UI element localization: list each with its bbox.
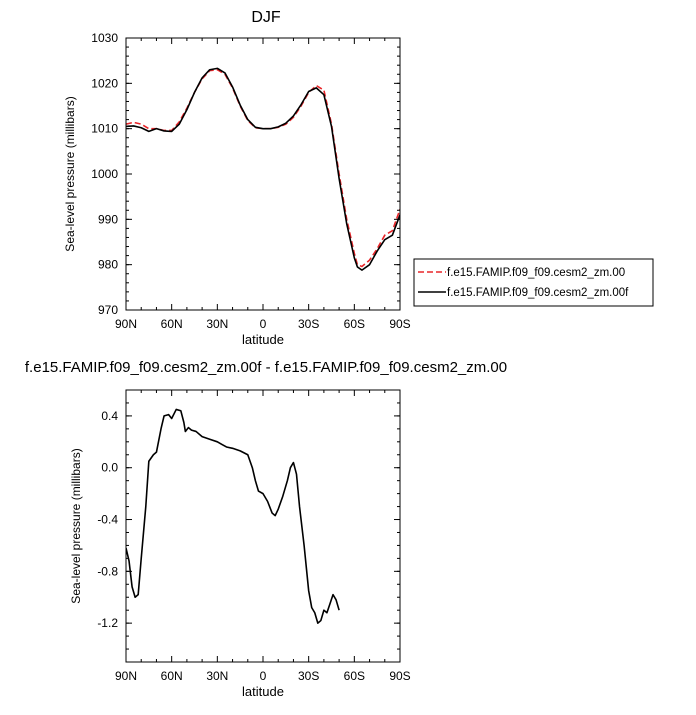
x-tick-label: 90N bbox=[115, 317, 137, 331]
series-line-1 bbox=[126, 408, 340, 624]
chart-panel-1 bbox=[125, 37, 654, 311]
legend-label: f.e15.FAMIP.f09_f09.cesm2_zm.00 bbox=[447, 267, 625, 279]
chart-title: f.e15.FAMIP.f09_f09.cesm2_zm.00f - f.e15… bbox=[25, 359, 507, 376]
x-tick-label: 60S bbox=[344, 669, 365, 683]
y-tick-label: 970 bbox=[98, 303, 118, 317]
y-tick-label: 0.0 bbox=[101, 461, 118, 475]
y-tick-label: 980 bbox=[98, 258, 118, 272]
chart-title: DJF bbox=[251, 9, 281, 26]
x-tick-label: 90S bbox=[389, 669, 410, 683]
legend-label: f.e15.FAMIP.f09_f09.cesm2_zm.00f bbox=[447, 287, 629, 299]
x-tick-label: 30S bbox=[298, 317, 319, 331]
y-tick-label: 1010 bbox=[91, 122, 118, 136]
x-tick-label: 0 bbox=[260, 317, 267, 331]
x-tick-label: 30S bbox=[298, 669, 319, 683]
series-line-1 bbox=[126, 68, 400, 268]
x-tick-label: 90N bbox=[115, 669, 137, 683]
x-axis-label: latitude bbox=[242, 684, 284, 699]
y-tick-label: 990 bbox=[98, 212, 118, 226]
x-axis-label: latitude bbox=[242, 332, 284, 347]
y-tick-label: 1020 bbox=[91, 76, 118, 90]
y-tick-label: -0.8 bbox=[97, 564, 118, 578]
y-tick-label: 0.4 bbox=[101, 409, 118, 423]
x-tick-label: 60N bbox=[161, 669, 183, 683]
series-line-2 bbox=[126, 67, 400, 271]
x-tick-label: 60N bbox=[161, 317, 183, 331]
x-tick-label: 30N bbox=[206, 669, 228, 683]
legend-box bbox=[413, 258, 654, 307]
y-tick-label: -1.2 bbox=[97, 616, 118, 630]
x-tick-label: 0 bbox=[260, 669, 267, 683]
plot-frame bbox=[125, 37, 401, 311]
chart-panel-2 bbox=[125, 389, 401, 663]
x-tick-label: 60S bbox=[344, 317, 365, 331]
y-axis-label: Sea-level pressure (millibars) bbox=[69, 448, 83, 603]
y-tick-label: 1030 bbox=[91, 31, 118, 45]
x-tick-label: 90S bbox=[389, 317, 410, 331]
y-tick-label: 1000 bbox=[91, 167, 118, 181]
legend bbox=[413, 258, 654, 307]
y-axis-label: Sea-level pressure (millibars) bbox=[63, 96, 77, 251]
y-tick-label: -0.4 bbox=[97, 513, 118, 527]
x-tick-label: 30N bbox=[206, 317, 228, 331]
plot-frame bbox=[125, 389, 401, 663]
